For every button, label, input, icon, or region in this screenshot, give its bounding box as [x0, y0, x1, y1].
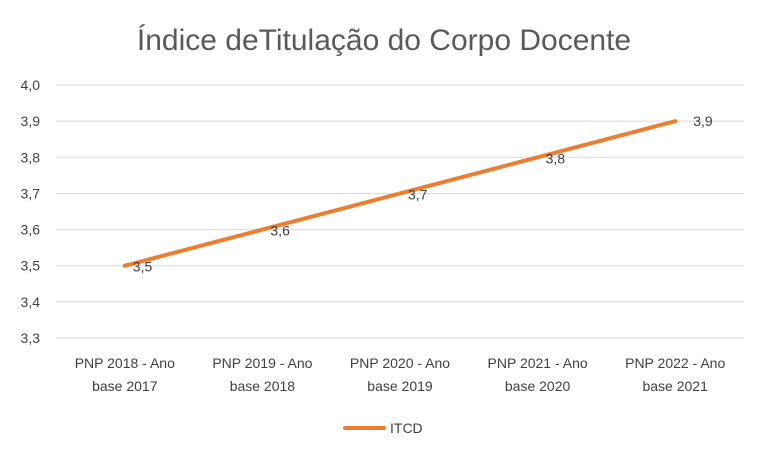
y-tick-label: 3,8: [21, 149, 41, 165]
legend-label-itcd: ITCD: [390, 420, 423, 436]
x-axis-ticks: PNP 2018 - Ano base 2017 PNP 2019 - Ano bas…: [75, 355, 726, 394]
gridlines: [56, 84, 744, 339]
series-line-itcd: [122, 119, 678, 268]
y-axis-ticks: 3,3 3,4 3,5 3,6 3,7 3,8 3,9 4,0: [21, 77, 41, 346]
x-tick-label: PNP 2020 - Ano base 2019: [350, 355, 450, 394]
x-tick-label: PNP 2019 - Ano base 2018: [212, 355, 312, 394]
y-tick-label: 3,7: [21, 185, 41, 201]
y-tick-label: 3,5: [21, 258, 41, 274]
data-label: 3,8: [546, 150, 566, 166]
y-tick-label: 3,3: [21, 330, 41, 346]
y-tick-label: 4,0: [21, 77, 41, 93]
y-tick-label: 3,6: [21, 222, 41, 238]
data-label: 3,7: [408, 186, 428, 202]
x-tick-label: PNP 2022 - Ano base 2021: [625, 355, 725, 394]
series-layer: [122, 119, 678, 268]
y-tick-label: 3,9: [21, 113, 41, 129]
chart-title: Índice deTitulação do Corpo Docente: [137, 24, 631, 57]
x-tick-label: PNP 2021 - Ano base 2020: [488, 355, 588, 394]
y-tick-label: 3,4: [21, 294, 41, 310]
data-label: 3,5: [133, 259, 153, 275]
data-label: 3,6: [270, 223, 290, 239]
legend: ITCD: [343, 420, 423, 436]
x-tick-label: PNP 2018 - Ano base 2017: [75, 355, 175, 394]
data-labels: 3,5 3,6 3,7 3,8 3,9: [133, 113, 713, 275]
data-label: 3,9: [693, 113, 713, 129]
